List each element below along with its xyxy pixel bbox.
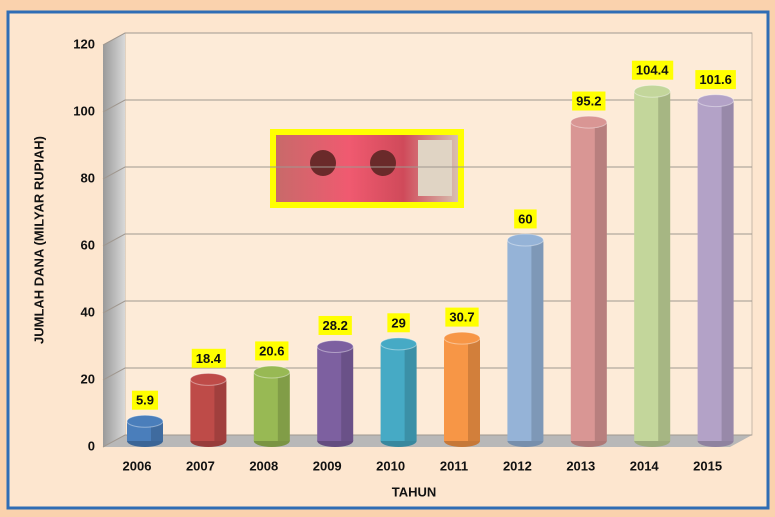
- data-label: 104.4: [636, 63, 669, 78]
- bar-shade: [468, 338, 480, 441]
- x-axis-title: TAHUN: [392, 484, 437, 499]
- bar-group: [570, 115, 608, 447]
- grid-line: [102, 32, 752, 46]
- y-tick-label: 0: [88, 438, 95, 453]
- bar-top: [506, 233, 544, 247]
- data-label-box: [255, 341, 289, 361]
- y-tick-label: 120: [73, 36, 95, 51]
- x-tick-label: 2008: [249, 458, 278, 473]
- data-label: 18.4: [196, 351, 222, 366]
- bar-top: [253, 365, 291, 379]
- data-label: 5.9: [136, 393, 154, 408]
- data-label-box: [318, 315, 352, 335]
- bar: [697, 100, 734, 441]
- data-label-box: [445, 307, 479, 327]
- bar: [380, 343, 417, 441]
- bar-top: [316, 340, 354, 354]
- data-label-box: [572, 91, 606, 111]
- banknote: [270, 129, 464, 208]
- bar-top: [126, 414, 164, 428]
- x-tick-label: 2012: [503, 458, 532, 473]
- bar-shade: [594, 122, 607, 441]
- y-axis-title: JUMLAH DANA (MILYAR RUPIAH): [31, 136, 46, 344]
- x-tick-label: 2010: [376, 458, 405, 473]
- banknote-panel: [418, 140, 452, 196]
- bar-shade: [214, 379, 227, 441]
- bar-shade: [341, 346, 354, 441]
- x-tick-label: 2006: [123, 458, 152, 473]
- bar-group: [633, 84, 671, 447]
- bar-shade: [721, 100, 734, 441]
- data-label-box: [387, 313, 410, 333]
- x-tick-label: 2015: [693, 458, 722, 473]
- bar: [253, 371, 290, 441]
- y-tick-label: 80: [81, 170, 95, 185]
- bar-top: [570, 115, 608, 129]
- y-tick-label: 20: [81, 371, 95, 386]
- data-label: 101.6: [699, 72, 732, 87]
- bar: [634, 91, 671, 441]
- bar-group: [126, 414, 164, 447]
- bar-group: [506, 233, 544, 447]
- bar-top: [633, 84, 671, 98]
- data-label: 29: [391, 315, 405, 330]
- bar-shade: [531, 240, 544, 441]
- x-tick-label: 2007: [186, 458, 215, 473]
- bar-shade: [658, 91, 671, 441]
- data-label-box: [514, 209, 537, 229]
- bar-group: [316, 340, 354, 447]
- data-label: 30.7: [449, 310, 474, 325]
- x-tick-label: 2013: [566, 458, 595, 473]
- bar: [190, 379, 227, 441]
- x-tick-label: 2011: [440, 458, 468, 473]
- x-tick-label: 2014: [630, 458, 660, 473]
- bar: [570, 122, 607, 441]
- bar-top: [189, 372, 227, 386]
- bar-shade: [277, 371, 290, 441]
- bar: [317, 346, 354, 441]
- y-tick-label: 60: [81, 237, 95, 252]
- data-label-box: [695, 70, 736, 90]
- data-label: 60: [518, 211, 532, 226]
- y-tick-label: 40: [81, 304, 95, 319]
- bar-top: [380, 337, 418, 351]
- bar: [507, 240, 544, 441]
- x-tick-label: 2009: [313, 458, 342, 473]
- bar-group: [443, 331, 481, 447]
- data-label: 28.2: [323, 318, 348, 333]
- bar-shade: [404, 343, 417, 441]
- bar-group: [697, 94, 735, 447]
- y-tick-label: 100: [73, 103, 95, 118]
- data-label: 95.2: [576, 94, 601, 109]
- banknote-portrait: [310, 150, 336, 176]
- data-label: 20.6: [259, 343, 284, 358]
- data-label-box: [191, 348, 226, 368]
- bar-group: [253, 365, 291, 447]
- bar-group: [189, 372, 227, 447]
- bar-group: [380, 337, 418, 447]
- data-label-box: [631, 60, 674, 80]
- grid-line: [102, 99, 752, 113]
- grid-line: [102, 166, 752, 180]
- data-label-box: [131, 390, 159, 410]
- bar-top: [697, 94, 735, 108]
- bar-top: [443, 331, 481, 345]
- banknote-portrait: [370, 150, 396, 176]
- grid-line: [102, 233, 752, 247]
- bar: [444, 338, 480, 441]
